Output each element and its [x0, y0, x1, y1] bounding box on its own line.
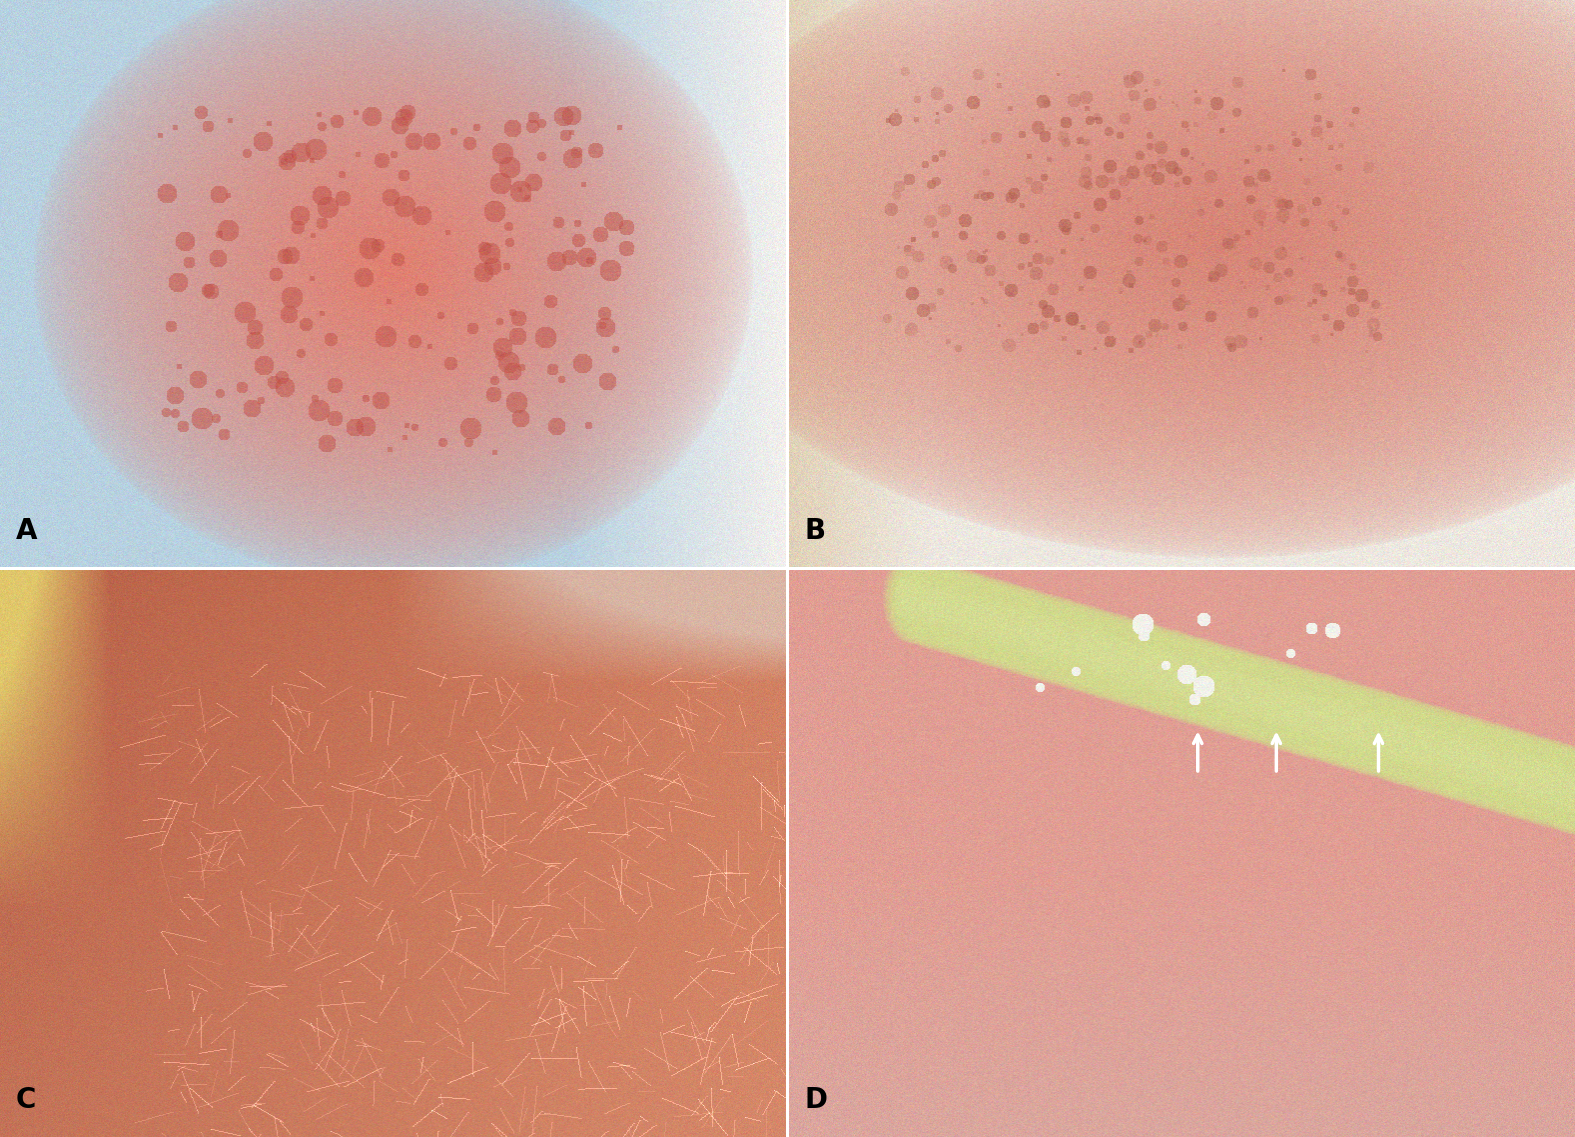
Text: B: B — [805, 516, 825, 545]
Text: A: A — [16, 516, 38, 545]
Text: C: C — [16, 1086, 36, 1114]
Text: D: D — [805, 1086, 828, 1114]
